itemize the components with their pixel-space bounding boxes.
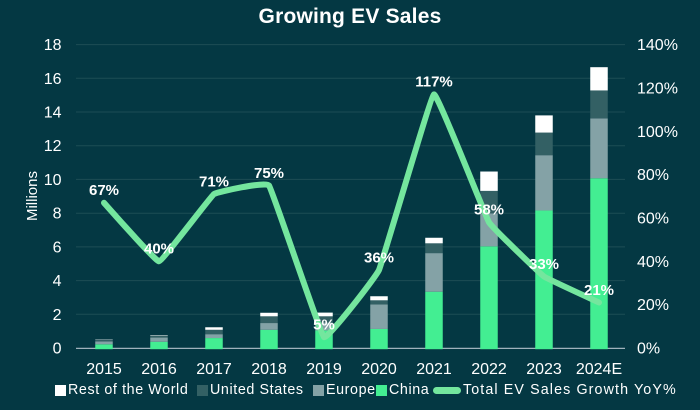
svg-text:33%: 33%	[529, 256, 559, 273]
svg-text:117%: 117%	[415, 74, 453, 91]
svg-text:18: 18	[44, 37, 62, 54]
svg-text:67%: 67%	[89, 182, 119, 199]
svg-text:2022: 2022	[471, 361, 507, 378]
svg-text:8: 8	[53, 206, 62, 223]
svg-text:2018: 2018	[251, 361, 287, 378]
svg-text:60%: 60%	[637, 211, 669, 228]
svg-text:2019: 2019	[306, 361, 342, 378]
svg-text:120%: 120%	[637, 80, 678, 97]
svg-text:71%: 71%	[199, 173, 229, 190]
svg-text:100%: 100%	[637, 124, 678, 141]
svg-text:12: 12	[44, 138, 62, 155]
svg-text:6: 6	[53, 239, 62, 256]
svg-text:2023: 2023	[526, 361, 562, 378]
svg-text:2024E: 2024E	[576, 361, 622, 378]
svg-text:4: 4	[53, 273, 62, 290]
svg-text:21%: 21%	[584, 282, 614, 299]
svg-text:Millions: Millions	[24, 171, 41, 221]
svg-text:20%: 20%	[637, 297, 669, 314]
svg-text:5%: 5%	[313, 317, 335, 334]
svg-text:40%: 40%	[637, 254, 669, 271]
svg-text:40%: 40%	[144, 241, 174, 258]
svg-text:58%: 58%	[474, 202, 504, 219]
svg-text:14: 14	[44, 105, 62, 122]
svg-text:10: 10	[44, 172, 62, 189]
svg-text:2021: 2021	[416, 361, 452, 378]
svg-text:0%: 0%	[637, 341, 660, 358]
svg-text:36%: 36%	[364, 249, 394, 266]
svg-text:0: 0	[53, 341, 62, 358]
svg-text:16: 16	[44, 71, 62, 88]
svg-text:2015: 2015	[86, 361, 122, 378]
svg-text:2016: 2016	[141, 361, 177, 378]
svg-text:80%: 80%	[637, 167, 669, 184]
svg-text:140%: 140%	[637, 37, 678, 54]
svg-text:2017: 2017	[196, 361, 232, 378]
svg-text:2: 2	[53, 307, 62, 324]
svg-text:2020: 2020	[361, 361, 397, 378]
svg-text:75%: 75%	[254, 165, 284, 182]
